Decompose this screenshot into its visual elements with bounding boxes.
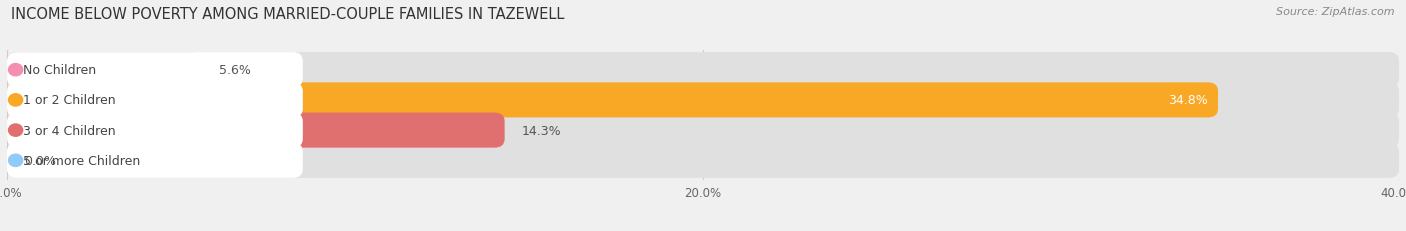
Text: 14.3%: 14.3%	[522, 124, 561, 137]
FancyBboxPatch shape	[7, 53, 202, 88]
FancyBboxPatch shape	[7, 83, 1399, 118]
Text: Source: ZipAtlas.com: Source: ZipAtlas.com	[1277, 7, 1395, 17]
FancyBboxPatch shape	[7, 83, 1218, 118]
FancyBboxPatch shape	[7, 113, 1399, 148]
Text: 3 or 4 Children: 3 or 4 Children	[22, 124, 115, 137]
Text: 1 or 2 Children: 1 or 2 Children	[22, 94, 115, 107]
FancyBboxPatch shape	[7, 143, 302, 178]
FancyBboxPatch shape	[7, 53, 302, 88]
Text: No Children: No Children	[22, 64, 96, 77]
FancyBboxPatch shape	[7, 53, 1399, 88]
Text: 34.8%: 34.8%	[1168, 94, 1208, 107]
Circle shape	[8, 155, 22, 167]
FancyBboxPatch shape	[7, 83, 302, 118]
FancyBboxPatch shape	[7, 143, 1399, 178]
Text: 0.0%: 0.0%	[24, 154, 56, 167]
Text: INCOME BELOW POVERTY AMONG MARRIED-COUPLE FAMILIES IN TAZEWELL: INCOME BELOW POVERTY AMONG MARRIED-COUPL…	[11, 7, 565, 22]
Text: 5.6%: 5.6%	[219, 64, 252, 77]
Circle shape	[8, 94, 22, 106]
Text: 5 or more Children: 5 or more Children	[22, 154, 141, 167]
Circle shape	[8, 64, 22, 76]
FancyBboxPatch shape	[7, 113, 505, 148]
FancyBboxPatch shape	[7, 113, 302, 148]
Circle shape	[8, 125, 22, 137]
